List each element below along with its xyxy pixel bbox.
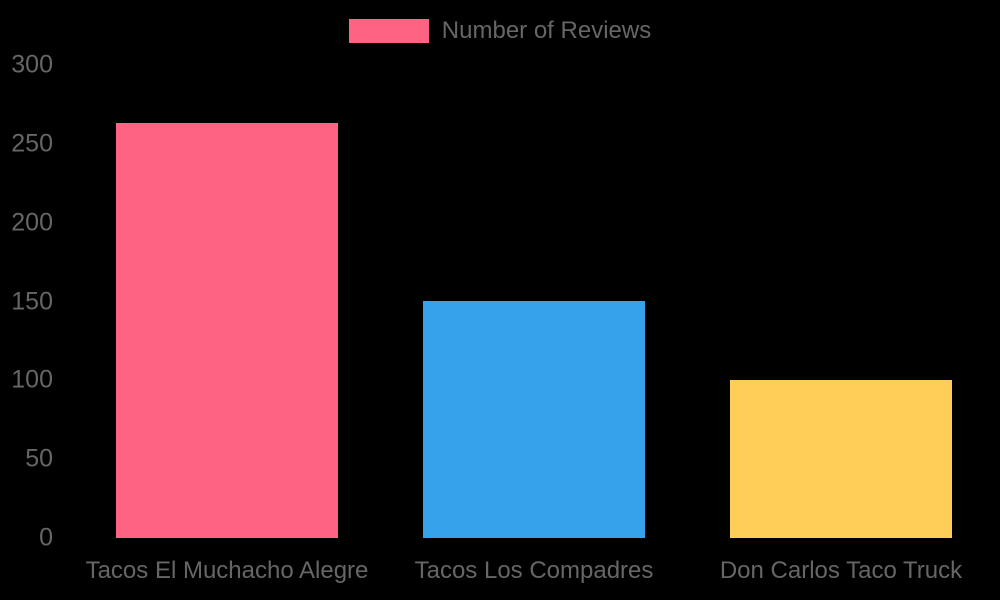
- chart-legend[interactable]: Number of Reviews: [0, 19, 1000, 43]
- bar-1[interactable]: [116, 123, 338, 538]
- y-tick-label-100: 100: [11, 365, 53, 394]
- x-axis-label-1: Tacos El Muchacho Alegre: [85, 557, 369, 584]
- legend-label: Number of Reviews: [441, 17, 652, 44]
- bar-2[interactable]: [423, 301, 645, 538]
- y-tick-label-300: 300: [11, 50, 53, 79]
- legend-swatch-icon: [348, 19, 429, 43]
- y-tick-label-150: 150: [11, 287, 53, 315]
- x-axis-label-2: Tacos Los Compadres: [414, 557, 654, 584]
- x-axis-label-3: Don Carlos Taco Truck: [719, 557, 963, 584]
- y-tick-label-0: 0: [39, 523, 53, 552]
- y-tick-label-50: 50: [25, 444, 53, 473]
- bar-3[interactable]: [730, 380, 952, 538]
- y-tick-label-200: 200: [11, 208, 53, 237]
- y-tick-label-250: 250: [11, 129, 53, 158]
